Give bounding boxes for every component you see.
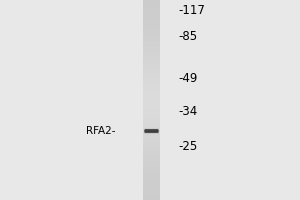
Text: -85: -85 <box>178 30 198 44</box>
Text: -25: -25 <box>178 140 198 152</box>
Text: -117: -117 <box>178 4 206 18</box>
Bar <box>145 129 158 133</box>
Text: -49: -49 <box>178 72 198 84</box>
Text: -34: -34 <box>178 105 198 118</box>
Text: RFA2-: RFA2- <box>86 126 116 136</box>
